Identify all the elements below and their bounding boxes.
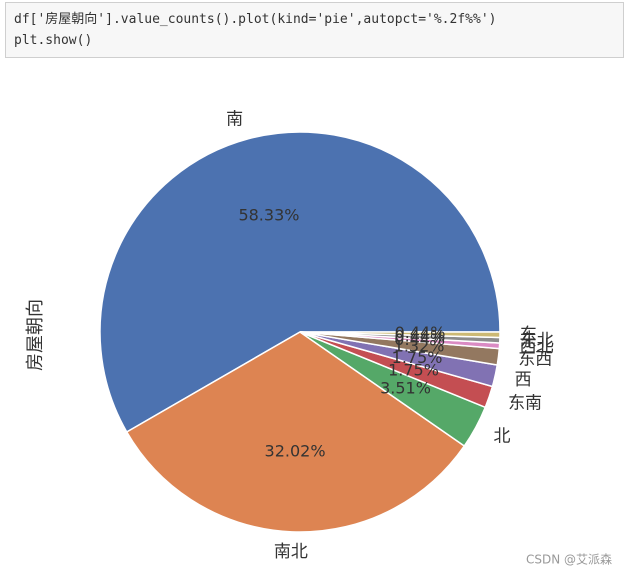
percent-label: 0.44%	[394, 330, 445, 349]
slice-label: 北	[493, 427, 510, 447]
code-line: plt.show()	[14, 33, 93, 48]
pie-slice	[299, 331, 499, 388]
slice-label: 南	[226, 109, 243, 129]
pie-slice	[299, 331, 501, 366]
y-axis-label: 房屋朝向	[25, 299, 46, 371]
percent-label: 3.51%	[380, 379, 431, 398]
slice-label: 东北	[520, 331, 554, 351]
pie-slice	[299, 331, 494, 409]
slice-label: 南北	[274, 542, 308, 562]
slice-label: 东	[520, 325, 537, 345]
percent-label: 58.33%	[238, 206, 299, 225]
percent-label: 0.44%	[394, 326, 445, 345]
pie-slice	[99, 131, 501, 433]
percent-label: 32.02%	[265, 441, 326, 460]
slice-label: 西北	[519, 337, 553, 357]
slice-label: 东西	[518, 349, 552, 369]
pie-slice	[125, 331, 466, 533]
pie-slice	[299, 331, 501, 339]
code-line: df['房屋朝向'].value_counts().plot(kind='pie…	[14, 12, 497, 27]
percent-label: 1.32%	[394, 336, 445, 355]
pie-slice	[299, 331, 501, 350]
watermark: CSDN @艾派森	[526, 552, 612, 567]
pie-slice	[299, 331, 501, 344]
percent-label: 0.44%	[395, 323, 446, 342]
pie-slice	[299, 331, 487, 448]
percent-label: 1.75%	[392, 348, 443, 367]
code-cell: df['房屋朝向'].value_counts().plot(kind='pie…	[5, 2, 624, 58]
slice-label: 西	[515, 370, 532, 390]
slice-label: 东南	[508, 393, 542, 413]
percent-label: 1.75%	[388, 360, 439, 379]
